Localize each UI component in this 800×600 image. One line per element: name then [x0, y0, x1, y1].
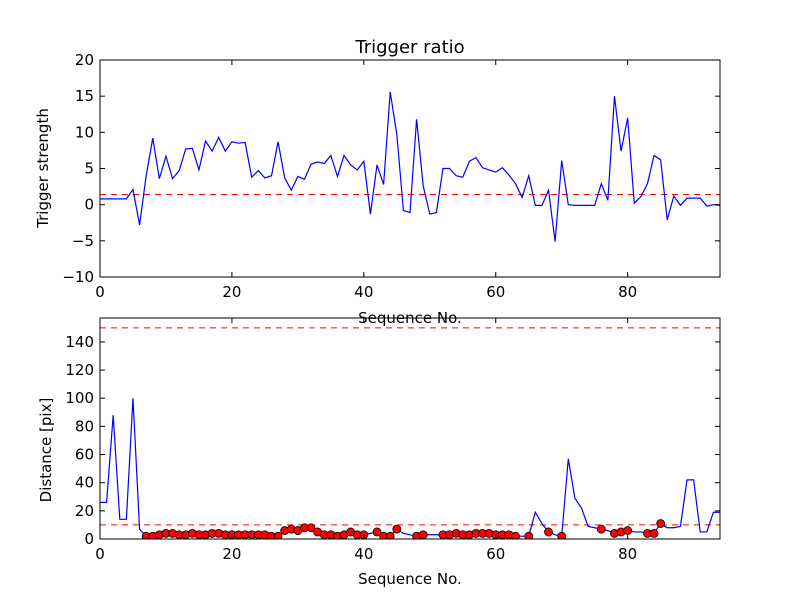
y-tick-label: 0 [84, 530, 94, 548]
data-point [656, 519, 666, 528]
x-tick-label: 40 [354, 545, 373, 563]
chart-title: Trigger ratio [354, 37, 464, 58]
y-tick-label: 5 [84, 160, 94, 178]
y-tick-label: 40 [75, 474, 94, 492]
data-point [372, 527, 382, 537]
y-axis-label: Trigger strength [34, 108, 52, 229]
data-point [511, 531, 520, 539]
series-line [100, 91, 720, 242]
y-tick-label: 20 [75, 502, 94, 520]
y-tick-label: 120 [65, 361, 94, 379]
plot-area [100, 91, 720, 242]
y-tick-label: −10 [62, 268, 94, 286]
data-point [596, 524, 606, 534]
x-tick-label: 80 [618, 283, 637, 301]
x-axis-label: Sequence No. [358, 570, 462, 588]
data-point [385, 531, 395, 539]
data-point [649, 528, 659, 538]
y-tick-label: 15 [75, 87, 94, 105]
x-tick-label: 0 [95, 545, 105, 563]
x-tick-label: 60 [486, 545, 505, 563]
chart-distance: 0 20 40 60 80 0 20 40 60 80 100 120 140 Sequence No.… [37, 317, 721, 588]
y-tick-label: 100 [65, 389, 94, 407]
data-point [524, 531, 534, 539]
y-tick-label: 20 [75, 51, 94, 69]
x-tick-label: 0 [95, 283, 105, 301]
data-point [557, 531, 567, 539]
data-point [623, 526, 633, 535]
y-tick-label: 10 [75, 123, 94, 141]
y-axis-label: Distance [pix] [37, 398, 55, 503]
x-tick-label: 20 [222, 283, 241, 301]
x-tick-label: 80 [618, 545, 637, 563]
data-point [418, 530, 428, 539]
x-tick-label: 20 [222, 545, 241, 563]
data-point [306, 523, 316, 533]
x-tick-label: 40 [354, 283, 373, 301]
data-point [392, 524, 402, 534]
y-tick-label: 60 [75, 446, 94, 464]
data-point [544, 527, 553, 537]
x-tick-label: 60 [486, 283, 505, 301]
axis-ticks: 0 20 40 60 80 0 20 40 60 80 100 120 140 [65, 318, 720, 563]
y-tick-label: −5 [72, 232, 94, 250]
data-point [273, 531, 283, 539]
y-tick-label: 0 [84, 196, 94, 214]
y-tick-label: 80 [75, 417, 94, 435]
axes-frame [99, 317, 721, 540]
plot-area [100, 327, 720, 539]
axis-ticks: 0 20 40 60 80 −10 −5 0 5 10 15 20 [62, 51, 720, 301]
y-tick-label: 140 [65, 333, 94, 351]
